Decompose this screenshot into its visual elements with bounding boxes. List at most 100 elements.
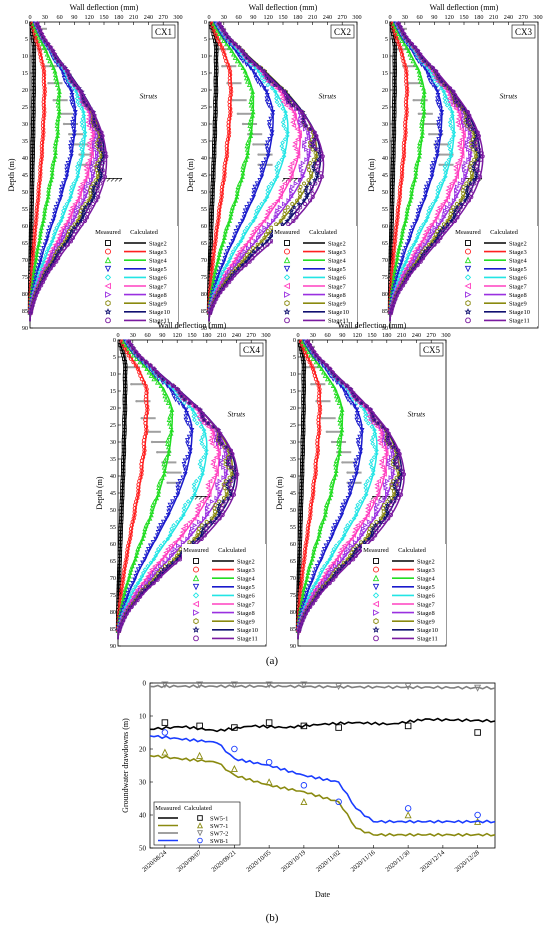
x-tick-label: 210 <box>308 14 317 21</box>
legend-marker <box>284 300 290 307</box>
x-tick-label: 30 <box>130 332 136 339</box>
strut-end <box>241 122 245 126</box>
measured-point <box>236 180 242 186</box>
measured-point <box>378 431 384 436</box>
measured-point <box>378 499 384 504</box>
measured-point <box>123 583 129 589</box>
measured-point <box>242 242 248 248</box>
measured-point <box>398 25 403 30</box>
measured-point <box>81 198 87 203</box>
y-tick-label: 55 <box>290 524 296 531</box>
measured-point <box>179 394 184 399</box>
measured-point <box>197 475 203 481</box>
measured-point <box>265 82 271 88</box>
measured-point <box>467 180 474 186</box>
measured-point <box>187 519 193 525</box>
measured-point <box>400 256 405 262</box>
measured-point <box>249 242 255 248</box>
measured-point <box>290 119 295 125</box>
y-tick-label: 45 <box>290 490 296 497</box>
measured-point <box>35 21 40 26</box>
measured-point <box>218 290 223 295</box>
measured-point <box>417 205 423 211</box>
measured-point <box>69 92 75 98</box>
measured-point <box>182 397 187 402</box>
measured-point <box>98 181 103 186</box>
measured-point <box>347 492 353 498</box>
measured-point <box>443 198 449 203</box>
measured-point <box>175 489 181 495</box>
measured-point <box>45 255 51 261</box>
measured-point <box>351 516 357 521</box>
measured-point <box>240 58 246 64</box>
measured-point <box>336 553 342 559</box>
y-tick-label: 15 <box>382 70 388 77</box>
measured-point <box>291 143 297 149</box>
measured-point <box>261 69 266 74</box>
measured-point <box>86 181 92 186</box>
measured-point <box>416 228 422 234</box>
measured-point <box>436 137 442 143</box>
measured-point <box>242 228 248 234</box>
measured-point <box>404 255 410 261</box>
measured-point <box>254 181 260 187</box>
measured-point <box>32 297 37 302</box>
measured-point <box>247 259 252 264</box>
measured-point <box>185 441 190 447</box>
measured-point <box>369 465 375 470</box>
legend-label: Stage6 <box>509 275 527 282</box>
measured-point <box>272 177 278 183</box>
measured-point <box>358 424 364 430</box>
measured-point <box>310 163 316 169</box>
measured-point <box>357 451 363 457</box>
y-tick-label: 55 <box>110 524 116 531</box>
measured-point <box>309 577 315 583</box>
measured-point <box>52 228 58 234</box>
legend-marker <box>192 600 199 608</box>
y-tick-label: 75 <box>110 592 116 599</box>
measured-point <box>191 516 197 521</box>
measured-point <box>56 242 62 248</box>
measured-point <box>48 266 53 271</box>
measured-point <box>141 529 147 535</box>
measured-point <box>413 173 419 179</box>
measured-point <box>303 194 310 200</box>
measured-point <box>38 256 44 262</box>
measured-point <box>424 69 430 75</box>
measured-point <box>38 28 43 33</box>
measured-point <box>409 262 415 268</box>
measured-point <box>135 366 141 372</box>
measured-point <box>208 310 213 315</box>
measured-point <box>223 31 228 36</box>
y-tick-label: 35 <box>110 456 116 463</box>
measured-point <box>473 173 480 180</box>
measured-point <box>342 529 348 535</box>
measured-point <box>369 458 374 464</box>
measured-point <box>69 204 75 210</box>
measured-point <box>397 451 402 456</box>
measured-point <box>210 458 216 464</box>
measured-point <box>76 194 82 200</box>
measured-point <box>357 547 362 552</box>
legend-marker <box>193 609 200 616</box>
measured-point <box>394 258 400 264</box>
measured-point <box>440 224 447 231</box>
measured-point <box>312 587 317 593</box>
measured-point <box>198 437 204 443</box>
measured-point <box>248 116 254 122</box>
measured-point <box>215 482 221 487</box>
measured-point <box>217 492 223 498</box>
measured-point <box>198 458 204 464</box>
measured-point <box>423 188 429 194</box>
measured-point <box>408 232 413 238</box>
legend-marker <box>192 574 200 582</box>
measured-point <box>375 502 381 508</box>
measured-point <box>277 187 283 193</box>
measured-point <box>290 103 295 108</box>
measured-point <box>235 225 241 231</box>
measured-point <box>289 194 295 200</box>
measured-point <box>155 546 161 552</box>
measured-point <box>418 225 424 231</box>
measured-point <box>129 590 134 596</box>
measured-point <box>388 513 393 518</box>
